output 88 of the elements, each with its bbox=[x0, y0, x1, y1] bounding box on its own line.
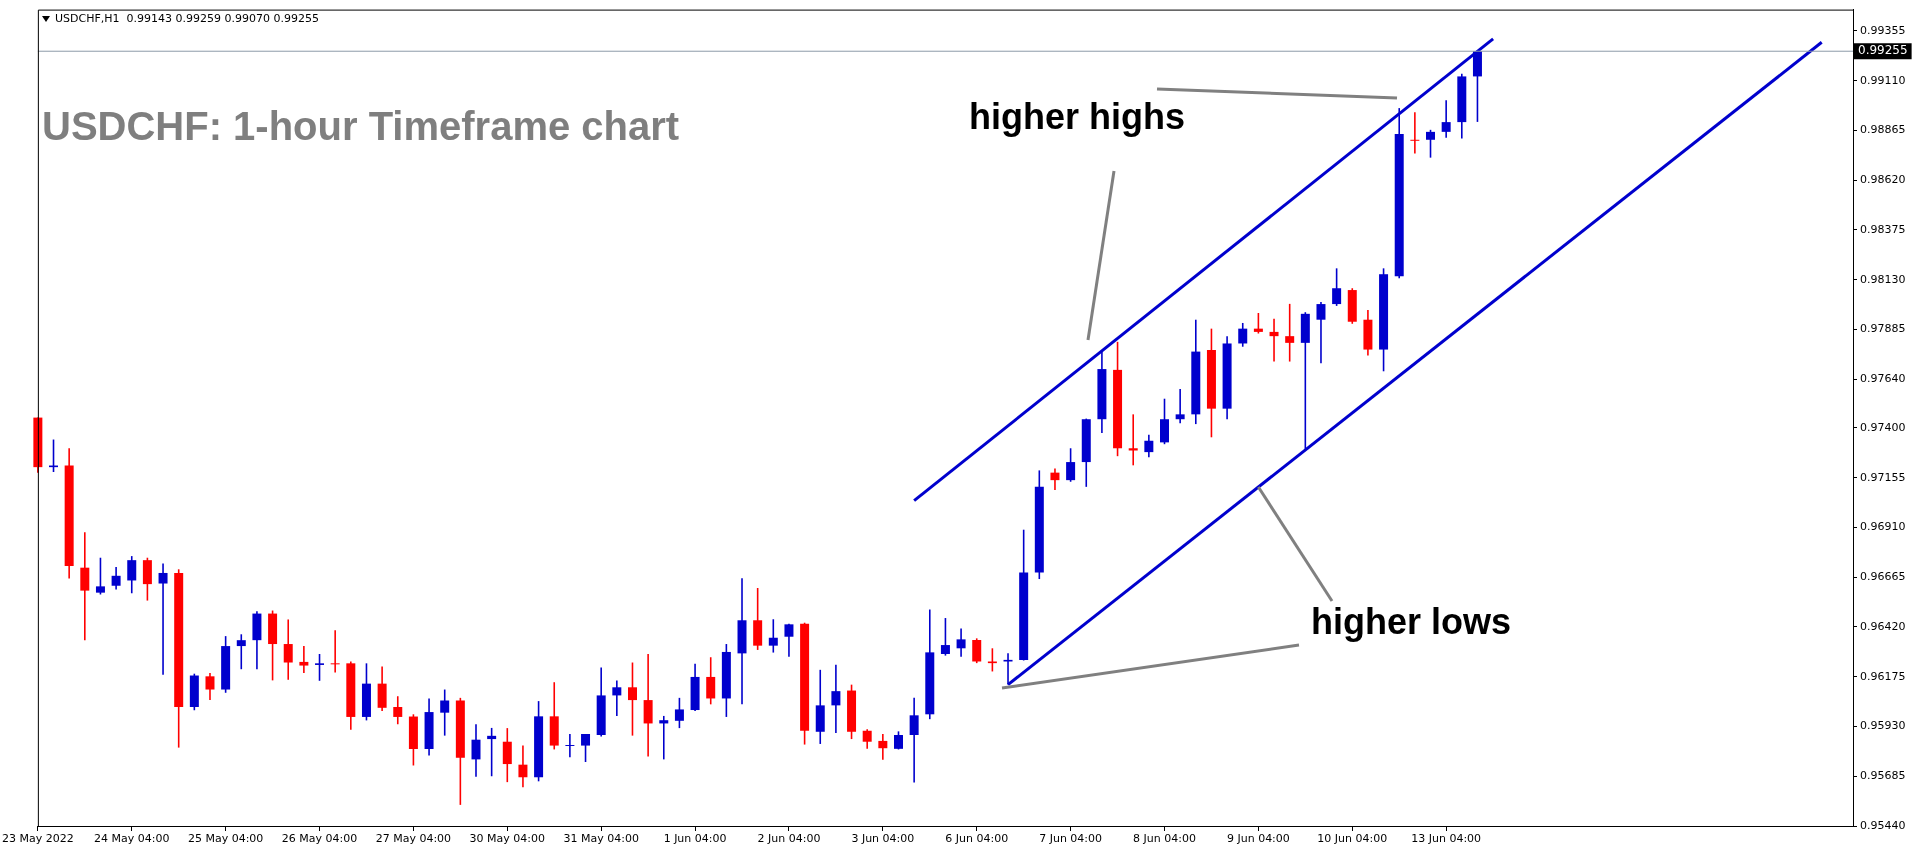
x-tick-label: 31 May 04:00 bbox=[563, 832, 639, 846]
candlestick bbox=[142, 556, 152, 602]
x-tick-label: 24 May 04:00 bbox=[94, 832, 170, 846]
candlestick bbox=[1316, 301, 1326, 365]
text: USDCHF: 1-hour Timeframe chart bbox=[42, 104, 680, 149]
candlestick bbox=[1253, 312, 1263, 335]
candlestick bbox=[612, 679, 622, 717]
candlestick bbox=[940, 617, 950, 657]
x-tick-label: 10 Jun 04:00 bbox=[1317, 832, 1388, 846]
candlestick bbox=[1128, 413, 1138, 467]
candlestick bbox=[487, 727, 497, 778]
candlestick bbox=[878, 733, 888, 761]
candlestick bbox=[330, 629, 340, 674]
candlestick bbox=[518, 744, 528, 789]
candlestick bbox=[956, 627, 966, 658]
y-tick-label: 0.99355 bbox=[1860, 23, 1906, 37]
candlestick bbox=[831, 663, 841, 734]
candlestick bbox=[643, 653, 653, 758]
y-tick-label: 0.98620 bbox=[1860, 173, 1906, 187]
candlestick bbox=[1269, 317, 1279, 363]
y-tick-label: 0.95685 bbox=[1860, 769, 1906, 783]
y-tick-label: 0.96175 bbox=[1860, 669, 1906, 683]
candlestick bbox=[909, 697, 919, 784]
candlestick bbox=[236, 633, 246, 671]
candlestick bbox=[862, 728, 872, 750]
candlestick bbox=[1441, 99, 1451, 139]
x-tick-label: 7 Jun 04:00 bbox=[1039, 832, 1103, 846]
y-tick-label: 0.98865 bbox=[1860, 123, 1906, 137]
candlestick bbox=[1160, 397, 1169, 445]
y-tick-label: 0.97400 bbox=[1860, 420, 1906, 434]
candlestick bbox=[1050, 467, 1060, 491]
x-tick-label: 30 May 04:00 bbox=[469, 832, 546, 846]
candlestick bbox=[95, 556, 105, 596]
candlestick bbox=[393, 695, 403, 726]
x-tick-label: 3 Jun 04:00 bbox=[851, 832, 915, 846]
candlestick bbox=[768, 618, 778, 654]
x-tick-label: 27 May 04:00 bbox=[375, 832, 452, 846]
y-tick-label: 0.97885 bbox=[1860, 322, 1906, 336]
candlestick bbox=[80, 531, 90, 641]
x-tick-label: 13 Jun 04:00 bbox=[1411, 832, 1482, 846]
y-tick-label: 0.98375 bbox=[1860, 222, 1906, 236]
x-tick-label: 8 Jun 04:00 bbox=[1133, 832, 1196, 846]
y-tick-label: 0.98130 bbox=[1860, 272, 1906, 286]
y-tick-label: 0.95930 bbox=[1860, 719, 1906, 733]
candlestick bbox=[1144, 433, 1154, 458]
candlestick bbox=[127, 555, 137, 595]
candlestick bbox=[315, 653, 325, 682]
candlestick bbox=[659, 715, 669, 761]
candlestick bbox=[205, 672, 215, 701]
ref-line-label: 0.99255 bbox=[1858, 43, 1908, 58]
annotation: higher lows bbox=[1311, 601, 1512, 643]
candlestick bbox=[283, 618, 293, 681]
candlestick bbox=[299, 645, 309, 674]
y-tick-label: 0.95440 bbox=[1860, 818, 1906, 832]
y-tick-label: 0.96665 bbox=[1860, 570, 1906, 584]
candlestick bbox=[565, 733, 575, 759]
candlestick bbox=[440, 688, 450, 737]
candlestick bbox=[502, 727, 512, 783]
candlestick bbox=[972, 637, 982, 664]
y-tick-label: 0.97155 bbox=[1860, 470, 1906, 484]
candlestick bbox=[158, 562, 168, 676]
y-tick-label: 0.96420 bbox=[1860, 619, 1906, 633]
annotation: higher highs bbox=[969, 96, 1185, 138]
candlestick bbox=[627, 661, 637, 737]
y-tick-label: 0.97640 bbox=[1860, 372, 1906, 386]
candlestick bbox=[111, 566, 121, 591]
x-tick-label: 25 May 04:00 bbox=[187, 832, 264, 846]
candlestick bbox=[1238, 322, 1248, 348]
candlestick bbox=[1285, 303, 1295, 363]
y-tick-label: 0.96910 bbox=[1860, 520, 1906, 534]
candlestick bbox=[1410, 111, 1420, 155]
x-tick-label: 2 Jun 04:00 bbox=[757, 832, 821, 846]
candlestick bbox=[1066, 447, 1076, 483]
candlestick bbox=[784, 622, 794, 658]
x-tick-label: 1 Jun 04:00 bbox=[663, 832, 727, 846]
candlestick bbox=[706, 656, 716, 706]
candlestick bbox=[1426, 129, 1436, 159]
candlestick bbox=[1175, 388, 1185, 425]
candlestick bbox=[1332, 267, 1342, 307]
candlestick bbox=[471, 723, 481, 778]
x-tick-label: 26 May 04:00 bbox=[281, 832, 358, 846]
x-tick-label: 23 May 2022 bbox=[2, 832, 74, 846]
candlestick bbox=[581, 733, 591, 763]
chart-subtitle: USDCHF,H1 0.99143 0.99259 0.99070 0.99255 bbox=[55, 12, 319, 25]
y-tick-label: 0.99110 bbox=[1860, 73, 1906, 87]
x-tick-label: 6 Jun 04:00 bbox=[945, 832, 1009, 846]
x-tick-label: 9 Jun 04:00 bbox=[1226, 832, 1290, 846]
candlestick bbox=[674, 697, 684, 729]
